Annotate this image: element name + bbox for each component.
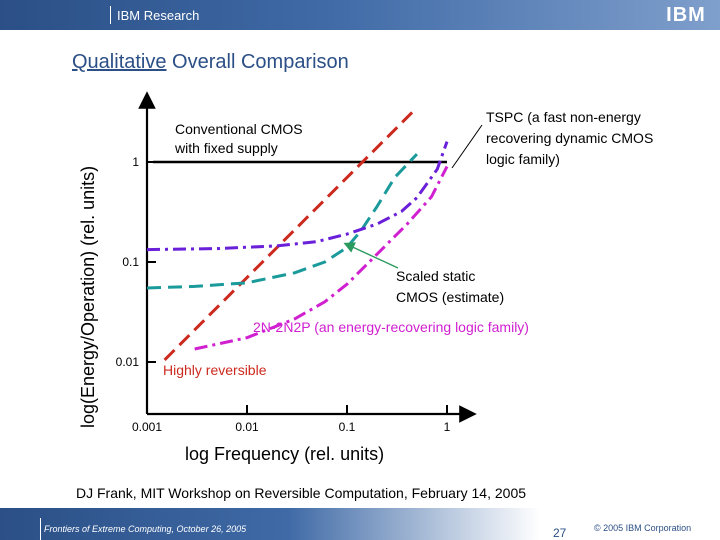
annotation-highly_reversible: Highly reversible [163, 362, 267, 378]
annotation-conventional: Conventional CMOS with fixed supply [174, 121, 303, 156]
axes-layer: 0.001 0.01 0.1 1 0.01 0.1 1 [116, 91, 477, 434]
annotation-tspc-line-1: TSPC (a fast non-energy [486, 109, 641, 125]
page-number: 27 [553, 526, 567, 540]
series-line-highly_reversible [163, 106, 418, 361]
x-tick-label-0.001: 0.001 [132, 420, 162, 434]
annotation-tspc-line-3: logic family) [486, 151, 560, 167]
series-line-tspc [146, 141, 449, 252]
annotation-highly_reversible-line-1: Highly reversible [163, 362, 267, 378]
x-tick-label-0.1: 0.1 [339, 420, 356, 434]
header-bar: IBM Research IBM [0, 0, 720, 30]
annotation-tspc: TSPC (a fast non-energy recovering dynami… [486, 109, 653, 167]
annotation-pointer-scaled_static [343, 242, 399, 269]
annotation-conventional-line-2: with fixed supply [174, 140, 278, 156]
annotation-scaled_static-line-2: CMOS (estimate) [396, 289, 504, 305]
citation-text: DJ Frank, MIT Workshop on Reversible Com… [76, 485, 527, 501]
header-divider [110, 6, 111, 24]
slide-title-underlined: Qualitative [72, 51, 167, 73]
y-axis-title-main: log(Energy/Operation) [78, 250, 98, 428]
copyright-text: © 2005 IBM Corporation [594, 523, 692, 533]
footer-event-text: Frontiers of Extreme Computing, October … [44, 524, 247, 534]
annotation-n2n2p: 2N-2N2P (an energy-recovering logic fami… [253, 319, 529, 335]
y-tick-label-0.01: 0.01 [116, 355, 140, 369]
ibm-logo: IBM [660, 4, 712, 26]
series-line-scaled_static [146, 153, 418, 290]
x-tick-label-0.01: 0.01 [235, 420, 259, 434]
annotation-n2n2p-line-1: 2N-2N2P (an energy-recovering logic fami… [253, 319, 529, 335]
x-tick-label-1: 1 [444, 420, 451, 434]
footer-divider [40, 518, 41, 540]
x-axis-title: log Frequency (rel. units) [185, 444, 385, 464]
series-layer [146, 106, 449, 361]
annotation-scaled_static-line-1: Scaled static [396, 268, 475, 284]
annotation-pointer-tspc [451, 124, 483, 169]
slide-title: Qualitative Overall Comparison [72, 51, 349, 74]
header-org-label: IBM Research [117, 8, 200, 23]
y-tick-label-0.1: 0.1 [122, 255, 139, 269]
y-axis-title: log(Energy/Operation) (rel. units) [74, 98, 102, 428]
label-layer: Conventional CMOS with fixed supply TSPC (… [163, 109, 653, 378]
series-line-n2n2p [194, 165, 449, 351]
annotation-tspc-line-2: recovering dynamic CMOS [486, 130, 653, 146]
y-tick-label-1: 1 [132, 155, 139, 169]
footer-bar: Frontiers of Extreme Computing, October … [0, 508, 720, 540]
slide-title-rest: Overall Comparison [166, 51, 349, 73]
annotation-scaled_static: Scaled static CMOS (estimate) [396, 268, 504, 305]
annotation-conventional-line-1: Conventional CMOS [175, 121, 303, 137]
y-axis-title-units: (rel. units) [78, 165, 98, 246]
